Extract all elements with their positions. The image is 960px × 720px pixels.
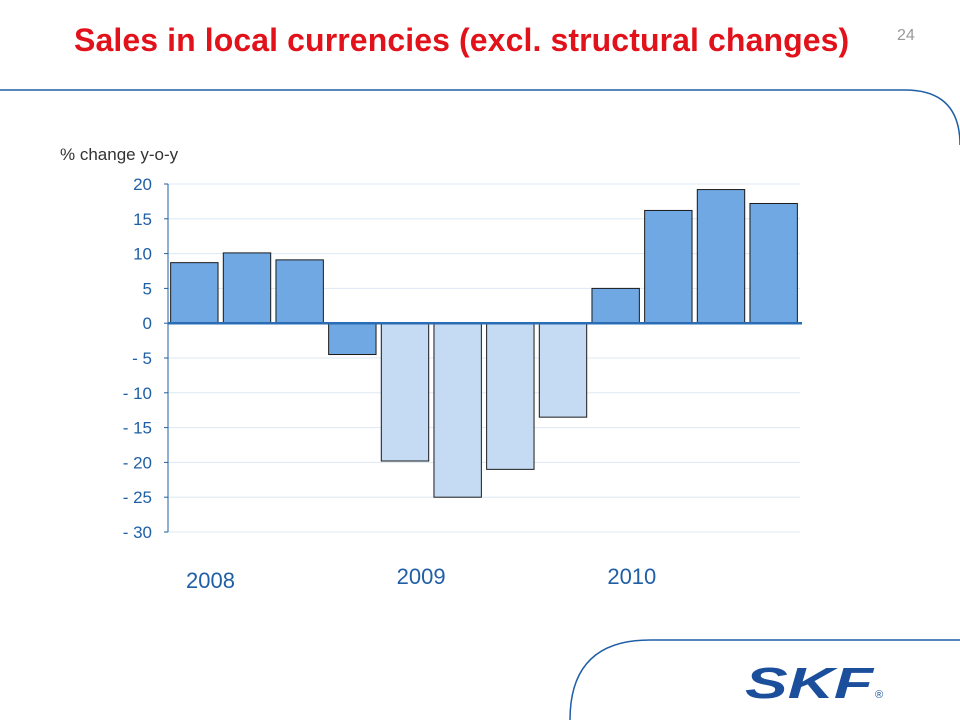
bar xyxy=(275,259,324,324)
y-tick-label: - 15 xyxy=(123,419,152,438)
slide-title: Sales in local currencies (excl. structu… xyxy=(74,22,850,58)
footer-divider-curve xyxy=(569,639,960,720)
year-label: 2008 xyxy=(186,568,235,593)
bar xyxy=(433,322,482,498)
skf-logo-text: SKF xyxy=(745,664,875,704)
y-tick-label: 20 xyxy=(133,175,152,194)
y-tick-label: - 5 xyxy=(132,349,152,368)
skf-logo: SKF ® xyxy=(745,664,883,704)
bar xyxy=(222,252,272,324)
bar xyxy=(696,189,746,324)
bar xyxy=(486,322,535,470)
y-tick-label: 15 xyxy=(133,210,152,229)
year-label: 2009 xyxy=(397,564,446,589)
bar xyxy=(591,287,640,324)
y-tick-label: 0 xyxy=(143,314,152,333)
bar xyxy=(170,262,219,324)
bar xyxy=(644,209,693,324)
bar xyxy=(538,322,588,418)
year-label: 2010 xyxy=(607,564,656,589)
y-tick-label: - 10 xyxy=(123,384,152,403)
bar xyxy=(380,322,430,462)
bar xyxy=(749,202,798,324)
y-tick-label: - 20 xyxy=(123,453,152,472)
y-tick-label: - 30 xyxy=(123,523,152,542)
page-number: 24 xyxy=(897,27,915,44)
y-tick-label: - 25 xyxy=(123,488,152,507)
header-divider-curve xyxy=(0,89,960,146)
y-tick-label: 5 xyxy=(143,279,152,298)
registered-mark: ® xyxy=(875,689,883,701)
y-tick-label: 10 xyxy=(133,245,152,264)
y-axis-unit-label: % change y-o-y xyxy=(60,145,179,164)
bar xyxy=(328,322,377,356)
